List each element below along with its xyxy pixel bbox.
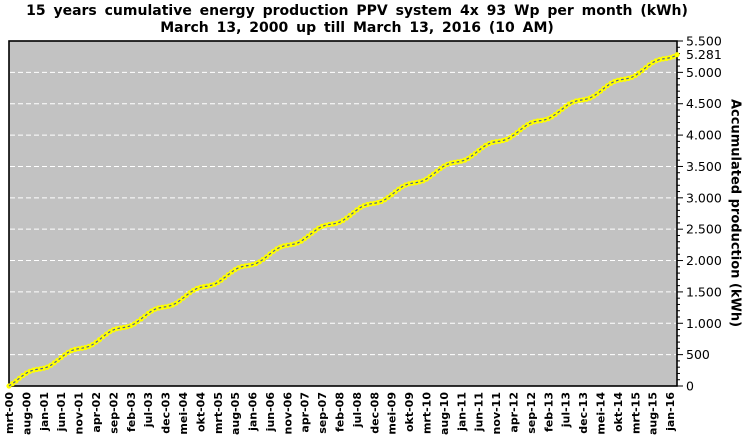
x-tick-label: jun-06 bbox=[264, 392, 277, 433]
x-tick-label: okt-14 bbox=[612, 392, 625, 432]
x-tick-label: mrt-15 bbox=[629, 392, 642, 434]
y-tick-label: 3.500 bbox=[686, 159, 722, 174]
x-tick-label: nov-01 bbox=[73, 392, 86, 434]
x-tick-label: okt-09 bbox=[403, 392, 416, 432]
x-tick-label: sep-12 bbox=[525, 392, 538, 434]
y-tick-label: 0 bbox=[686, 379, 694, 394]
series-marker bbox=[674, 52, 680, 58]
x-tick-label: dec-13 bbox=[577, 392, 590, 434]
x-tick-label: nov-06 bbox=[281, 392, 294, 435]
y-tick-label: 500 bbox=[686, 347, 710, 362]
x-tick-label: jun-11 bbox=[473, 392, 486, 432]
x-tick-label: jan-16 bbox=[664, 392, 677, 432]
y-tick-label: 4.000 bbox=[686, 128, 722, 143]
y-tick-label: 5.000 bbox=[686, 65, 722, 80]
x-tick-label: jun-01 bbox=[55, 392, 68, 432]
x-tick-label: mrt-00 bbox=[3, 392, 16, 434]
chart-header: 15 years cumulative energy production PP… bbox=[0, 3, 714, 37]
y-tick-label: 2.000 bbox=[686, 253, 722, 268]
y-tick-label: 1.000 bbox=[686, 316, 722, 331]
chart-title: 15 years cumulative energy production PP… bbox=[26, 3, 688, 19]
x-tick-label: aug-00 bbox=[20, 392, 33, 435]
x-tick-label: aug-05 bbox=[229, 392, 242, 435]
x-tick-label: feb-13 bbox=[542, 392, 555, 432]
y-tick-label: 2.500 bbox=[686, 222, 722, 237]
x-tick-label: apr-07 bbox=[299, 392, 312, 433]
x-tick-label: apr-12 bbox=[507, 392, 520, 433]
x-tick-label: aug-10 bbox=[438, 392, 451, 435]
x-tick-label: mei-04 bbox=[177, 392, 190, 435]
current-total-annotation: 5.281 bbox=[686, 47, 722, 62]
x-tick-label: jul-03 bbox=[142, 392, 155, 428]
y-tick-label: 1.500 bbox=[686, 284, 722, 299]
x-tick-label: jul-08 bbox=[351, 392, 364, 428]
x-tick-label: dec-03 bbox=[160, 392, 173, 434]
chart-subtitle: March 13, 2000 up till March 13, 2016 (1… bbox=[160, 20, 554, 36]
x-tick-label: mei-09 bbox=[386, 392, 399, 435]
x-tick-label: apr-02 bbox=[90, 392, 103, 433]
x-tick-label: mrt-10 bbox=[421, 392, 434, 434]
x-tick-label: mrt-05 bbox=[212, 392, 225, 434]
y-axis-title: Accumulated production (kWh) bbox=[727, 99, 743, 328]
x-tick-label: jan-06 bbox=[247, 392, 260, 432]
x-tick-label: aug-15 bbox=[647, 392, 660, 435]
x-tick-label: dec-08 bbox=[368, 392, 381, 434]
plot-area bbox=[8, 40, 678, 387]
y-tick-label: 5.500 bbox=[686, 34, 722, 49]
y-tick-label: 3.000 bbox=[686, 190, 722, 205]
x-tick-label: okt-04 bbox=[194, 392, 207, 432]
x-tick-label: jul-13 bbox=[560, 392, 573, 428]
x-tick-label: feb-03 bbox=[125, 392, 138, 432]
x-tick-label: jan-11 bbox=[455, 392, 468, 432]
x-tick-label: sep-02 bbox=[107, 392, 120, 434]
x-tick-label: nov-11 bbox=[490, 392, 503, 434]
y-tick-label: 4.500 bbox=[686, 96, 722, 111]
x-tick-label: feb-08 bbox=[334, 392, 347, 432]
x-tick-label: jan-01 bbox=[38, 392, 51, 432]
x-tick-label: sep-07 bbox=[316, 392, 329, 434]
x-tick-label: mei-14 bbox=[594, 392, 607, 435]
